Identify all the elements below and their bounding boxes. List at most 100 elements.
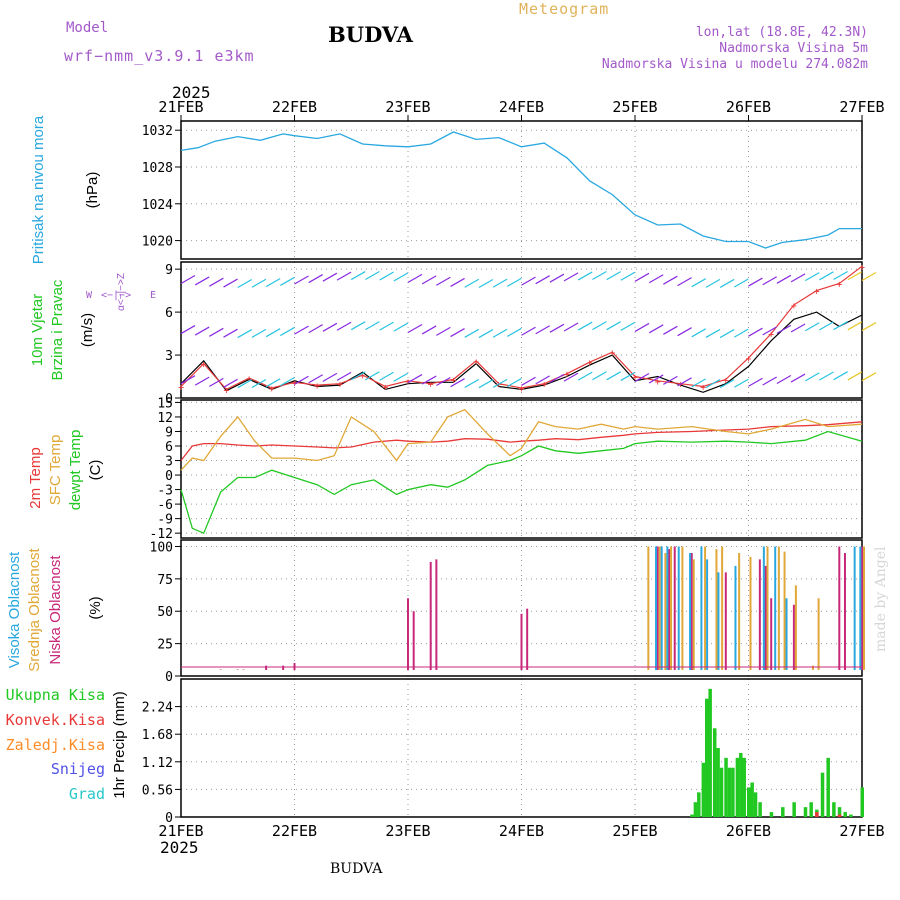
wind-barb <box>365 321 380 331</box>
wind-barb <box>450 328 465 338</box>
x-tick-label-top: 26FEB <box>726 98 771 116</box>
wind-gust-marker: + <box>655 377 661 388</box>
cloud-mid-title: Srednja Oblacnost <box>26 547 43 671</box>
precip-total-bar <box>690 814 694 817</box>
wind-barb <box>194 276 210 286</box>
panel-frame <box>180 399 863 539</box>
y-tick-label: 1.12 <box>142 756 173 771</box>
wind-barb <box>606 271 621 281</box>
wind-gust-marker: + <box>450 375 456 386</box>
precip-total-bar <box>731 767 735 817</box>
y-tick-label: 1024 <box>142 198 173 213</box>
cloud-unit: (%) <box>87 596 104 619</box>
precip-total-title: Ukupna Kisa <box>6 686 105 704</box>
wind-gust-marker: + <box>632 373 638 384</box>
wind-barb <box>563 372 579 382</box>
wind-barb <box>549 323 565 333</box>
precip-total-bar <box>792 802 796 817</box>
wind-barb <box>734 378 749 388</box>
wind-barb <box>634 373 650 383</box>
wind-gust-marker: + <box>677 380 683 391</box>
y-tick-label: 25 <box>157 638 173 653</box>
wind-barb <box>648 374 664 384</box>
temp-dew-title: dewpt Temp <box>67 430 84 511</box>
wind-barb <box>421 275 437 285</box>
wind-barb <box>237 278 253 288</box>
wind-barb <box>492 328 508 338</box>
wind-barb <box>251 328 267 338</box>
x-tick-label-bottom: 22FEB <box>272 822 317 840</box>
wind-barb <box>379 271 394 281</box>
wind-barb <box>492 378 508 388</box>
temp-unit: (C) <box>87 460 104 481</box>
wind-barb <box>350 371 366 381</box>
wind-barb <box>478 379 494 389</box>
precip-total-bar <box>716 748 720 817</box>
pressure-line <box>180 131 862 249</box>
elevation-label: Nadmorska Visina 5m <box>719 41 868 56</box>
wind-title-2: Brzina i Pravac <box>49 279 66 380</box>
wind-barb <box>507 277 522 287</box>
wind-barb <box>223 378 238 388</box>
wind-gust-marker: + <box>723 375 729 386</box>
precip-total-bar <box>708 688 712 817</box>
wind-barb <box>620 321 636 331</box>
wind-barb <box>606 321 621 331</box>
wind-barb <box>677 377 692 387</box>
wind-barb <box>592 371 607 381</box>
y-tick-label: -6 <box>157 498 173 513</box>
wind-barb <box>592 270 607 281</box>
precip-total-bar <box>837 807 842 817</box>
x-tick-label-top: 22FEB <box>272 98 317 116</box>
wind-gust-marker: + <box>814 287 820 298</box>
wind-barb <box>393 322 409 332</box>
wind-barb <box>691 278 707 288</box>
precip-total-bar <box>724 757 728 817</box>
wind-gust-marker: + <box>201 360 207 371</box>
wind-barb <box>294 375 309 385</box>
wind-barb <box>436 326 451 336</box>
wind-barb <box>748 327 763 337</box>
wind-gust-marker: + <box>745 354 751 365</box>
wind-barb <box>421 325 437 335</box>
wind-gust-line <box>180 265 863 391</box>
y-tick-label: 6 <box>165 306 173 321</box>
wind-barb <box>436 276 451 286</box>
wind-gust-marker: + <box>269 384 275 395</box>
wind-gust-marker: + <box>496 380 502 391</box>
wind-barb <box>336 321 352 331</box>
wind-barb <box>705 278 721 288</box>
wind-barb <box>492 278 508 288</box>
wind-barb <box>365 371 380 381</box>
wind-barb <box>280 377 295 387</box>
y-tick-label: 0 <box>165 811 173 826</box>
y-tick-label: 0 <box>165 469 173 484</box>
y-tick-label: 100 <box>150 540 173 555</box>
wind-barb <box>535 275 550 285</box>
wind-barb <box>308 374 323 384</box>
panel-frame <box>180 678 863 818</box>
wind-barb <box>663 275 678 285</box>
wind-barb <box>464 278 480 288</box>
wind-barb <box>223 278 238 288</box>
model-elevation-label: Nadmorska Visina u modelu 274.082m <box>601 57 868 72</box>
wind-barb <box>478 329 494 339</box>
y-tick-label: 1032 <box>142 124 173 139</box>
year-bottom: 2025 <box>160 838 199 857</box>
temp-sfc-title: SFC Temp <box>47 435 64 506</box>
x-tick-label-top: 23FEB <box>385 98 430 116</box>
wind-barb <box>719 379 735 389</box>
wind-barb <box>521 376 536 386</box>
precip-total-bar <box>849 814 853 817</box>
wind-barb <box>833 371 848 381</box>
wind-gust-marker: + <box>609 348 615 359</box>
wind-barb <box>280 276 295 286</box>
precip-total-bar <box>739 752 743 817</box>
wind-gust-marker: + <box>700 383 706 394</box>
wind-barb <box>265 378 281 388</box>
wind-barb <box>606 371 621 381</box>
wind-gust-marker: + <box>178 383 184 394</box>
y-tick-label: 1028 <box>142 161 173 176</box>
precip-total-bar <box>747 787 751 817</box>
